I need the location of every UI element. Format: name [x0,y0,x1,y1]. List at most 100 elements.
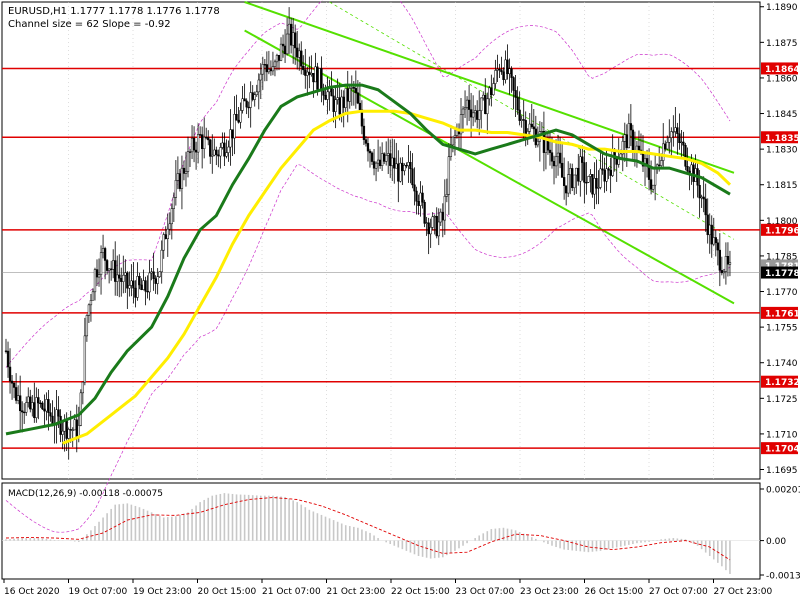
time-tick-label: 23 Oct 23:00 [520,587,579,597]
candle-body [277,54,281,61]
candle-body [356,92,360,104]
candle-body [25,402,28,413]
candle-body [591,174,594,195]
candle-body [332,95,335,112]
candle-body [114,260,117,282]
candle-body [47,399,50,413]
candle-body [589,174,592,177]
candle-body [682,141,685,146]
time-tick-label: 21 Oct 07:00 [262,587,321,597]
candle-body [132,280,135,289]
candle-body [31,402,34,410]
level-tag-1.1761: 1.1761 [765,309,800,319]
candle-body [520,119,523,121]
channel-line-lower [244,29,735,305]
candle-body [471,112,475,118]
moving-average-green [5,83,731,436]
candle-body [101,248,105,253]
candle-body [637,145,641,151]
candle-body [221,142,224,148]
candle-body [59,415,62,435]
price-tick-label: 1.1785 [766,252,798,262]
level-tag-1.1796: 1.1796 [765,226,800,236]
candle-body [662,143,665,161]
time-tick-label: 23 Oct 07:00 [456,587,515,597]
candle-body [577,167,580,182]
candle-body [205,136,208,139]
macd-signal-line [5,497,731,561]
candle-body [704,198,707,216]
candle-body [407,162,410,166]
channel-info: Channel size = 62 Slope = -0.92 [8,19,171,30]
candle-body [459,114,463,135]
candle-body [27,396,30,403]
candle-body [484,94,487,115]
candle-body [575,167,578,176]
candle-body [601,168,604,171]
candle-body [118,274,121,279]
candle-body [548,149,552,153]
candle-body [581,156,584,163]
candle-body [192,137,196,151]
candle-body [57,409,60,417]
candle-body [615,158,618,165]
candle-body [409,162,412,170]
candle-body [524,120,527,135]
candle-body [39,402,42,405]
candle-body [263,64,266,66]
candle-body [469,109,473,118]
candle-body [433,215,436,218]
candle-body [658,164,661,166]
candle-body [376,159,380,164]
candle-body [89,300,93,306]
candle-body [138,276,141,286]
candle-body [120,278,123,282]
level-tag-1.1835-bg [761,131,798,144]
candle-body [304,69,307,76]
candle-body [71,429,74,431]
candle-body [103,248,107,261]
macd-panel-frame [1,482,761,580]
price-tick-label: 1.1770 [766,288,798,298]
candle-body [427,222,430,235]
candle-body [124,272,127,276]
candle-body [672,131,675,133]
candle-body [261,64,264,75]
price-tick-label: 1.1710 [766,430,798,440]
candle-body [583,162,586,183]
macd-tick-label: 0.00201 [766,486,800,496]
candle-body [417,201,420,206]
candle-body [690,164,693,175]
level-tag-1.1732-bg [761,375,798,388]
candle-body [405,165,408,167]
candle-body [190,137,194,153]
candle-body [97,274,101,278]
candle-body [164,234,167,240]
candle-body [680,141,683,144]
candle-body [146,290,149,293]
candle-body [364,139,368,144]
candle-body [217,154,220,157]
candle-body [231,129,234,139]
macd-label: MACD(12,26,9) -0.00118 -0.00075 [8,489,163,499]
candle-body [500,69,503,73]
level-tag-1.1864: 1.1864 [765,65,800,75]
candle-body [360,109,364,127]
candle-body [239,110,242,123]
candle-body [259,73,262,81]
candle-body [569,168,572,176]
candle-body [461,108,465,115]
candle-body [403,165,406,172]
candle-body [201,134,204,149]
candle-body [312,73,315,83]
candle-body [528,123,531,132]
candle-body [449,144,453,157]
candle-body [664,143,667,150]
candle-body [522,119,525,121]
candle-body [354,88,357,94]
candle-body [19,395,22,412]
candle-body [488,87,491,100]
candle-body [573,174,576,189]
candle-body [43,408,46,412]
candle-body [560,162,564,178]
